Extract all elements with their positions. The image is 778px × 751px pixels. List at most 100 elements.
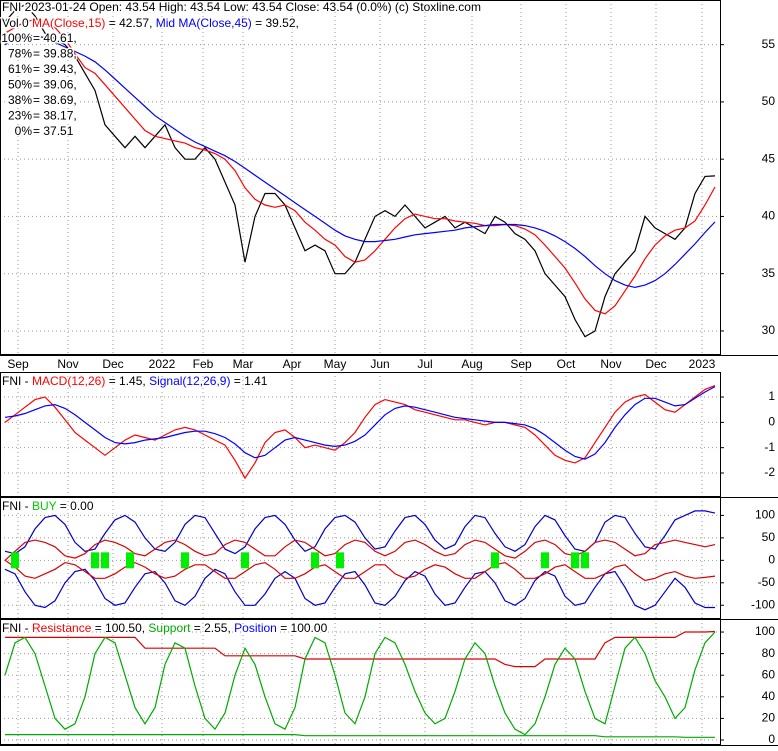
panel-frame xyxy=(0,372,721,497)
y-tick-label: 100 xyxy=(755,508,775,522)
legend-part: = 100.50, xyxy=(91,621,148,635)
series-line xyxy=(4,559,716,582)
y-tick-label: 40 xyxy=(762,209,776,223)
level-value: = 39.88, xyxy=(33,47,77,61)
level-value: = 37.51 xyxy=(33,124,74,138)
level-label: 100% xyxy=(1,31,32,45)
x-tick-label: May xyxy=(324,357,347,371)
panel xyxy=(0,0,720,355)
x-tick-label: Aug xyxy=(461,357,482,371)
panel-frame xyxy=(0,0,721,355)
x-tick-label: Feb xyxy=(193,357,214,371)
series-line xyxy=(4,34,716,289)
panel-frame xyxy=(0,497,721,619)
y-tick-label: -50 xyxy=(758,575,776,589)
level-value: = 38.17, xyxy=(33,109,77,123)
legend-part: = 42.57, xyxy=(105,16,155,30)
level-value: = 40.61, xyxy=(33,31,77,45)
legend-part: = 2.55, xyxy=(190,621,234,635)
legend-part: = 0.00 xyxy=(56,499,93,513)
y-tick-label: -1 xyxy=(764,440,775,454)
buy-signal xyxy=(181,552,189,569)
legend: Vol 0 MA(Close,15) = 42.57, Mid MA(Close… xyxy=(2,16,299,30)
x-tick-label: Dec xyxy=(102,357,123,371)
series-line xyxy=(4,631,716,736)
chart-header: FNI 2023-01-24 Open: 43.54 High: 43.54 L… xyxy=(2,0,481,14)
legend: FNI - MACD(12,26) = 1.45, Signal(12,26,9… xyxy=(2,374,268,388)
buy-signal xyxy=(91,552,99,569)
y-tick-label: 45 xyxy=(762,151,776,165)
legend-part: FNI - xyxy=(2,374,32,388)
y-tick-label: 20 xyxy=(762,711,776,725)
series-line xyxy=(4,385,716,480)
panel xyxy=(0,619,720,745)
series-line xyxy=(4,3,716,338)
y-tick-label: -2 xyxy=(764,465,775,479)
level-value: = 39.43, xyxy=(33,62,77,76)
y-tick-label: 50 xyxy=(762,530,776,544)
legend-part: FNI - xyxy=(2,621,32,635)
panel xyxy=(0,497,720,619)
y-tick-label: 1 xyxy=(768,389,775,403)
buy-signal xyxy=(581,552,589,569)
buy-signal xyxy=(101,552,109,569)
y-tick-label: 80 xyxy=(762,646,776,660)
legend: FNI - Resistance = 100.50, Support = 2.5… xyxy=(2,621,328,635)
level-label: 61% xyxy=(8,62,32,76)
legend-part: MACD(12,26) xyxy=(32,374,105,388)
buy-signal xyxy=(541,552,549,569)
x-tick-label: Oct xyxy=(557,357,576,371)
level-label: 78% xyxy=(8,47,32,61)
y-tick-label: 60 xyxy=(762,667,776,681)
x-tick-label: Jul xyxy=(417,357,432,371)
legend-part: Position xyxy=(234,621,277,635)
y-tick-label: -100 xyxy=(751,597,775,611)
x-tick-label: 2023 xyxy=(689,357,716,371)
legend-part: FNI - xyxy=(2,499,32,513)
x-tick-label: Sep xyxy=(510,357,532,371)
x-tick-label: Nov xyxy=(57,357,78,371)
buy-signal xyxy=(491,552,499,569)
series-line xyxy=(4,539,716,561)
legend-part: = 1.45, xyxy=(105,374,149,388)
buy-signal xyxy=(126,552,134,569)
x-tick-label: 2022 xyxy=(149,357,176,371)
y-tick-label: 100 xyxy=(755,624,775,638)
series-line xyxy=(4,568,715,611)
series-line xyxy=(5,630,716,668)
buy-signal xyxy=(336,552,344,569)
x-tick-label: Mar xyxy=(233,357,254,371)
y-tick-label: 50 xyxy=(762,94,776,108)
x-tick-label: Jun xyxy=(370,357,389,371)
x-tick-label: Nov xyxy=(600,357,621,371)
buy-signal xyxy=(311,552,319,569)
legend-part: Resistance xyxy=(32,621,92,635)
y-tick-label: 0 xyxy=(768,732,775,746)
legend-part: = 100.00 xyxy=(277,621,328,635)
x-tick-label: Apr xyxy=(283,357,302,371)
level-label: 38% xyxy=(8,93,32,107)
series-line xyxy=(4,18,716,315)
legend-part: = 1.41 xyxy=(230,374,267,388)
legend-part: Vol 0 xyxy=(2,16,32,30)
buy-signal xyxy=(571,552,579,569)
panel xyxy=(0,372,720,497)
buy-signal xyxy=(241,552,249,569)
y-tick-label: 0 xyxy=(768,415,775,429)
level-value: = 38.69, xyxy=(33,93,77,107)
legend-part: MA(Close,15) xyxy=(32,16,105,30)
legend-part: Mid MA(Close,45) xyxy=(156,16,252,30)
legend-part: Signal(12,26,9) xyxy=(149,374,230,388)
panel-frame xyxy=(0,619,721,745)
y-tick-label: 55 xyxy=(762,37,776,51)
legend-part: Support xyxy=(148,621,191,635)
series-line xyxy=(4,386,716,460)
buy-signal xyxy=(11,552,19,569)
legend-part: BUY xyxy=(32,499,57,513)
level-label: 0% xyxy=(15,124,33,138)
level-label: 50% xyxy=(8,78,32,92)
level-label: 23% xyxy=(8,109,32,123)
legend-part: = 39.52, xyxy=(252,16,299,30)
y-tick-label: 30 xyxy=(762,323,776,337)
